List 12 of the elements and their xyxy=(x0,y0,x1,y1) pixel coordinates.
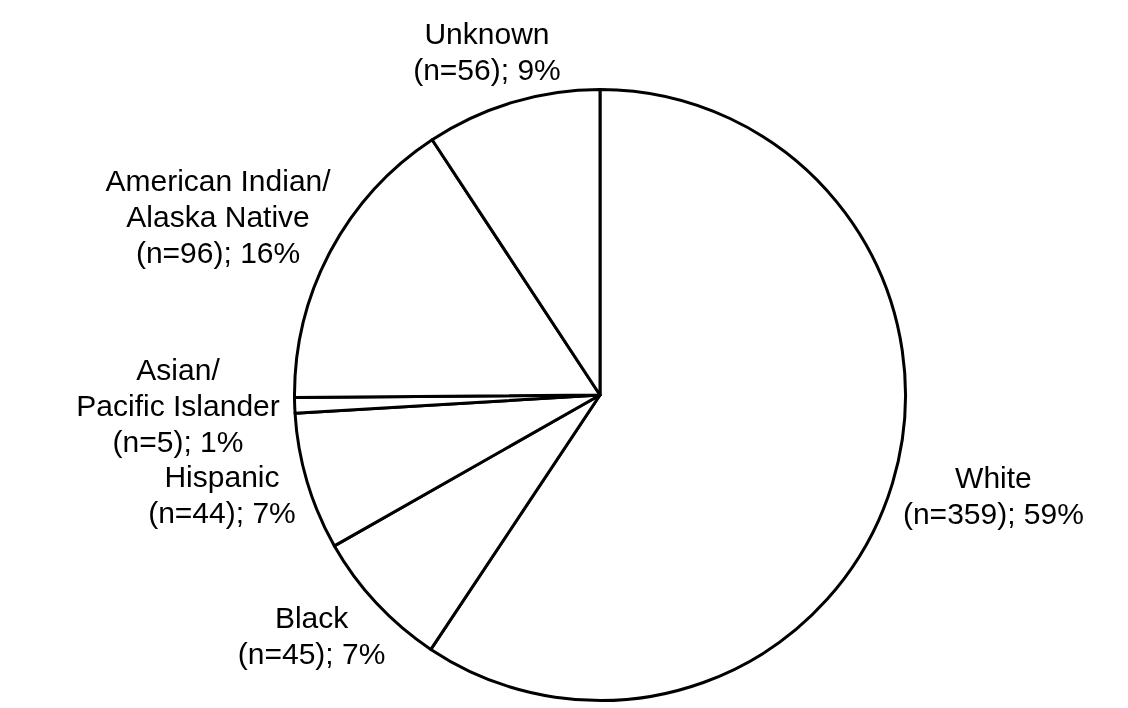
slice-label: White xyxy=(955,461,1032,495)
slice-label: Unknown xyxy=(424,16,550,50)
slice-label: Hispanic xyxy=(164,459,280,493)
slice-label: Black xyxy=(274,601,350,635)
data-label: (n=44); 7% xyxy=(148,495,296,529)
data-label: (n=96); 16% xyxy=(135,235,301,269)
data-label: (n=56); 9% xyxy=(413,52,561,86)
data-label: (n=5); 1% xyxy=(112,424,244,458)
data-label: (n=45); 7% xyxy=(237,637,386,671)
slice-label: American Indian/Alaska Native xyxy=(105,163,332,233)
data-label: (n=359); 59% xyxy=(902,497,1084,531)
slice-label: Asian/Pacific Islander xyxy=(76,352,280,422)
